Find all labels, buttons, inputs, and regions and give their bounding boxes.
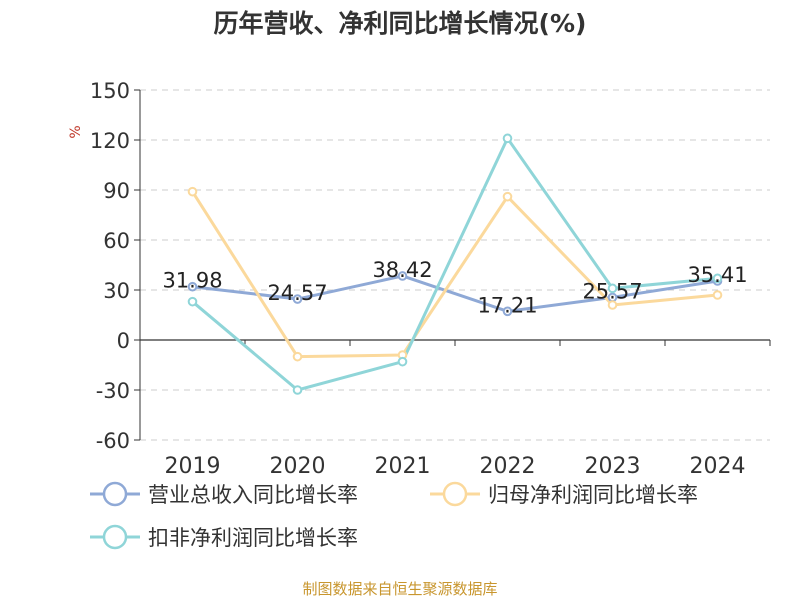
y-tick-label: 150	[90, 79, 130, 103]
data-label: 17.21	[477, 293, 537, 317]
data-label: 38.42	[372, 258, 432, 282]
x-tick-label: 2019	[165, 454, 221, 479]
y-tick-label: 120	[90, 129, 130, 153]
data-point-series-2	[712, 290, 723, 300]
data-point-series-3	[502, 133, 513, 144]
legend-marker	[102, 524, 128, 550]
series-line-1	[192, 274, 718, 313]
chart-title: 历年营收、净利同比增长情况(%)	[213, 9, 587, 38]
data-point-series-2	[607, 300, 618, 310]
y-tick-label: 90	[103, 179, 130, 203]
x-tick-label: 2021	[375, 454, 431, 479]
legend-marker	[442, 481, 468, 507]
x-tick-label: 2022	[480, 454, 536, 479]
data-label: 24.57	[267, 281, 327, 305]
y-tick-label: -60	[96, 429, 130, 453]
data-point-series-1	[397, 271, 408, 281]
legend-label: 归母净利润同比增长率	[488, 483, 698, 507]
data-label: 35.41	[687, 263, 747, 287]
data-label: 31.98	[162, 269, 222, 293]
y-tick-label: 0	[117, 329, 130, 353]
y-tick-label: 60	[103, 229, 130, 253]
legend-label: 扣非净利润同比增长率	[148, 526, 358, 550]
x-tick-label: 2020	[270, 454, 326, 479]
y-tick-label: -30	[96, 379, 130, 403]
data-point-series-3	[292, 385, 303, 395]
data-point-series-1	[292, 294, 303, 304]
y-tick-label: 30	[103, 279, 130, 303]
data-source-footer: 制图数据来自恒生聚源数据库	[302, 580, 498, 598]
legend-label: 营业总收入同比增长率	[148, 483, 358, 507]
data-point-series-3	[397, 356, 408, 367]
legend-marker	[102, 481, 128, 507]
data-point-series-1	[187, 281, 198, 292]
data-point-series-2	[187, 186, 198, 197]
x-tick-label: 2023	[585, 454, 641, 479]
data-point-series-1	[502, 306, 513, 317]
x-tick-label: 2024	[690, 454, 746, 479]
data-point-series-2	[502, 191, 513, 202]
data-point-series-2	[292, 351, 303, 362]
y-axis-label: %	[68, 125, 84, 138]
series-line-2	[191, 190, 718, 359]
data-label: 25.57	[582, 279, 642, 303]
data-point-series-3	[607, 283, 618, 294]
data-point-series-3	[712, 273, 723, 284]
data-point-series-3	[187, 296, 198, 307]
series-line-3	[191, 136, 718, 392]
